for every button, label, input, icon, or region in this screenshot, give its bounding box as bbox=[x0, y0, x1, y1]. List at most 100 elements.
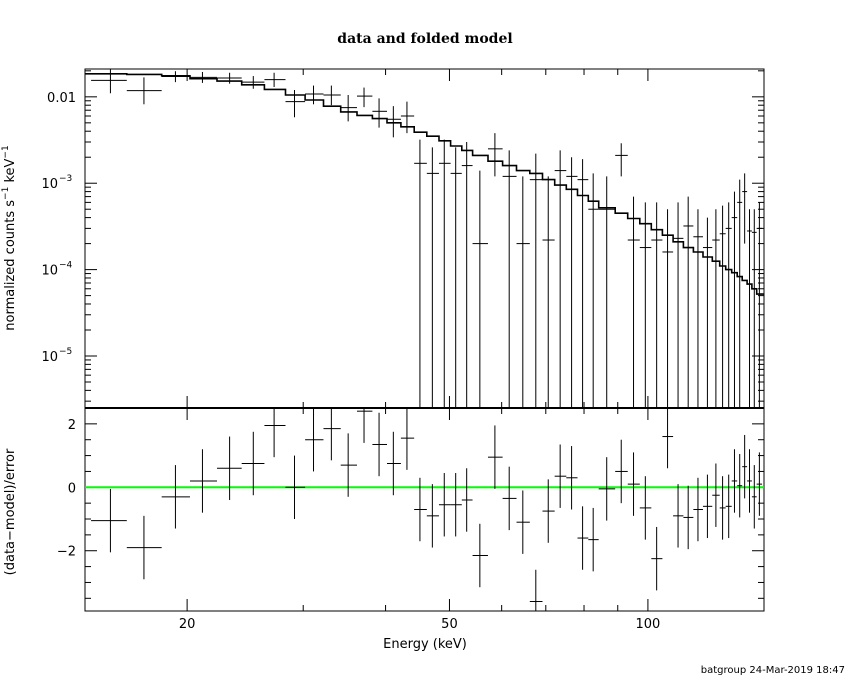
data-point bbox=[566, 157, 578, 408]
data-point bbox=[461, 142, 473, 408]
residual-panel: 2 0 −2 bbox=[57, 407, 765, 612]
residual-point bbox=[356, 408, 373, 443]
data-point bbox=[438, 139, 451, 408]
residual-point bbox=[305, 408, 324, 472]
residual-point bbox=[731, 449, 738, 513]
data-point bbox=[414, 139, 427, 408]
data-point bbox=[472, 170, 488, 408]
residual-point bbox=[372, 412, 387, 477]
data-point bbox=[241, 76, 265, 89]
y-tick-label: 10 bbox=[41, 177, 58, 192]
data-point bbox=[683, 196, 694, 408]
data-point bbox=[673, 202, 684, 408]
residual-point bbox=[323, 408, 341, 461]
residual-point bbox=[673, 484, 684, 548]
x-tick-label: 20 bbox=[179, 617, 196, 632]
y-tick-exponent: −3 bbox=[59, 174, 72, 184]
data-point bbox=[305, 85, 324, 105]
data-point bbox=[372, 98, 387, 128]
data-point bbox=[615, 143, 628, 177]
residual-point bbox=[285, 455, 306, 520]
residual-point bbox=[502, 466, 517, 531]
x-tick-label: 100 bbox=[635, 617, 660, 632]
data-point bbox=[719, 205, 726, 408]
residual-point bbox=[683, 485, 694, 550]
data-point bbox=[747, 209, 752, 408]
residual-point bbox=[91, 488, 127, 553]
residual-point bbox=[487, 425, 503, 489]
residual-point bbox=[216, 436, 242, 500]
data-point bbox=[356, 87, 373, 108]
data-point bbox=[323, 85, 341, 106]
chart-title: data and folded model bbox=[337, 31, 512, 47]
residual-point bbox=[126, 515, 162, 580]
data-point bbox=[554, 150, 567, 408]
residual-point bbox=[742, 434, 748, 499]
data-point bbox=[627, 196, 640, 408]
residual-point bbox=[241, 431, 265, 496]
data-point bbox=[712, 209, 720, 408]
data-point bbox=[598, 176, 616, 408]
data-point bbox=[651, 202, 663, 408]
data-point bbox=[542, 176, 555, 408]
residual-point bbox=[639, 476, 652, 540]
residual-point bbox=[566, 446, 578, 510]
data-point bbox=[340, 95, 357, 122]
residual-point bbox=[426, 484, 439, 548]
residual-point bbox=[615, 439, 628, 504]
residual-point bbox=[461, 468, 473, 532]
data-point bbox=[516, 176, 530, 408]
residual-point bbox=[725, 474, 732, 539]
residual-point bbox=[588, 507, 599, 572]
footer-label: batgroup 24-Mar-2019 18:47 bbox=[701, 665, 845, 676]
top-frame bbox=[84, 68, 765, 409]
y-axis-label-top: normalized counts s−1 keV−1 bbox=[1, 145, 18, 330]
y-tick-label: 2 bbox=[68, 418, 76, 433]
data-point bbox=[742, 173, 748, 244]
y-tick-exponent: −4 bbox=[59, 261, 73, 271]
x-axis-label: Energy (keV) bbox=[383, 637, 467, 652]
residual-point bbox=[189, 449, 217, 513]
data-point bbox=[639, 202, 652, 408]
y-tick-label: 10 bbox=[41, 350, 58, 365]
residual-point bbox=[702, 474, 713, 539]
residual-point bbox=[751, 465, 757, 529]
residual-point bbox=[662, 408, 674, 469]
data-point bbox=[450, 147, 462, 408]
data-point bbox=[161, 71, 190, 83]
residual-point bbox=[554, 444, 567, 508]
ylabel-top-base: normalized counts s bbox=[3, 200, 18, 331]
residual-point bbox=[756, 452, 763, 516]
x-tick-labels: 20 50 100 bbox=[179, 617, 660, 632]
residual-point bbox=[651, 526, 663, 591]
x-tick-label: 50 bbox=[441, 617, 458, 632]
residual-point bbox=[627, 452, 640, 516]
residual-point bbox=[386, 431, 401, 496]
ylabel-top-exp2: −1 bbox=[1, 145, 11, 158]
residual-point bbox=[747, 449, 752, 513]
data-point bbox=[662, 209, 674, 408]
y-tick-label: −2 bbox=[57, 545, 76, 560]
residual-point bbox=[161, 465, 190, 529]
residual-point bbox=[598, 457, 616, 521]
data-point bbox=[529, 153, 543, 408]
residual-point bbox=[438, 473, 451, 537]
data-point bbox=[751, 209, 757, 408]
data-point bbox=[285, 89, 306, 118]
y-tick-label: 10 bbox=[41, 264, 58, 279]
residual-point bbox=[542, 479, 555, 543]
residual-point bbox=[719, 476, 726, 540]
data-point bbox=[725, 202, 732, 408]
residual-point bbox=[693, 477, 703, 542]
residual-point bbox=[737, 453, 743, 518]
residual-point bbox=[414, 477, 427, 542]
data-point bbox=[693, 209, 703, 408]
residual-point bbox=[450, 473, 462, 537]
data-point bbox=[91, 69, 127, 94]
data-point bbox=[189, 71, 217, 83]
data-point bbox=[588, 173, 599, 408]
y-tick-label: 0 bbox=[68, 481, 76, 496]
data-point bbox=[264, 72, 286, 87]
model-step-line bbox=[85, 73, 764, 295]
